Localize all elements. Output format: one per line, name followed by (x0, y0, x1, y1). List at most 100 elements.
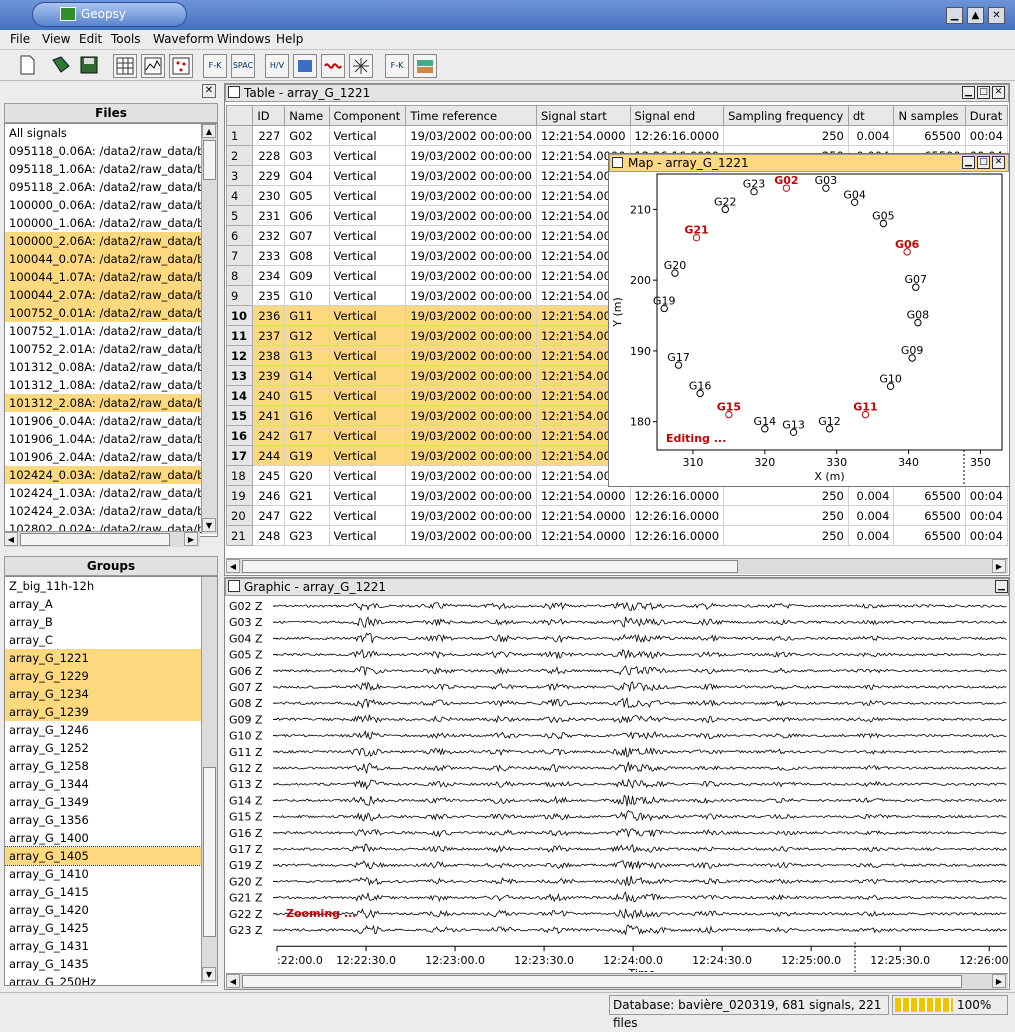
cell-name[interactable]: G12 (284, 325, 330, 346)
file-item[interactable]: 100000_2.06A: /data2/raw_data/b (5, 232, 217, 250)
cell-time-reference[interactable]: 19/03/2002 00:00:00 (405, 265, 537, 286)
cell-name[interactable]: G02 (284, 125, 330, 146)
cell-time-reference[interactable]: 19/03/2002 00:00:00 (405, 245, 537, 266)
cell-name[interactable]: G17 (284, 425, 330, 446)
cell-component[interactable]: Vertical (328, 125, 407, 146)
menu-tools[interactable]: Tools (111, 32, 141, 46)
file-item[interactable]: All signals (9, 126, 67, 140)
cell-name[interactable]: G11 (284, 305, 330, 326)
station-marker[interactable] (850, 198, 859, 207)
menu-file[interactable]: File (10, 32, 31, 46)
fk-result-icon[interactable]: F-K (385, 54, 409, 78)
map-minimize-button[interactable]: ▁ (962, 156, 975, 169)
row-number[interactable]: 2 (226, 145, 254, 166)
table-icon[interactable] (113, 54, 137, 78)
row-number[interactable]: 18 (226, 465, 254, 486)
cell-duration[interactable]: 00:04 (964, 485, 1008, 506)
col-header-signal-end[interactable]: Signal end (629, 105, 725, 126)
cell-time-reference[interactable]: 19/03/2002 00:00:00 (405, 305, 537, 326)
cell-id[interactable]: 248 (252, 525, 286, 546)
table-hscrollbar[interactable]: ◀ ▶ (226, 558, 1008, 574)
cell-component[interactable]: Vertical (328, 265, 407, 286)
cell-name[interactable]: G16 (284, 405, 330, 426)
file-item[interactable]: 101312_2.08A: /data2/raw_data/b (5, 394, 217, 412)
cell-signal-start[interactable]: 12:21:54.0000 (535, 445, 631, 466)
cell-time-reference[interactable]: 19/03/2002 00:00:00 (405, 145, 537, 166)
station-marker[interactable] (879, 219, 888, 228)
cell-time-reference[interactable]: 19/03/2002 00:00:00 (405, 505, 537, 526)
cell-component[interactable]: Vertical (328, 325, 407, 346)
group-item[interactable]: array_G_1405 (5, 846, 217, 866)
cell-signal-start[interactable]: 12:21:54.0000 (535, 205, 631, 226)
cell-name[interactable]: G20 (284, 465, 330, 486)
table-row[interactable]: 1 227 G02 Vertical 19/03/2002 00:00:00 12:21:… (226, 125, 1008, 146)
hv-icon[interactable]: H/V (265, 54, 289, 78)
table-minimize-button[interactable]: ▁ (962, 86, 975, 99)
group-item[interactable]: array_B (9, 615, 53, 629)
minimize-button[interactable]: ▁ (946, 7, 963, 24)
cell-time-reference[interactable]: 19/03/2002 00:00:00 (405, 465, 537, 486)
row-number[interactable]: 4 (226, 185, 254, 206)
cell-time-reference[interactable]: 19/03/2002 00:00:00 (405, 125, 537, 146)
file-item[interactable]: 101906_1.04A: /data2/raw_data/b (9, 432, 205, 446)
files-hscrollbar[interactable]: ◀ ▶ (4, 531, 200, 547)
cell-signal-start[interactable]: 12:21:54.0000 (535, 325, 631, 346)
station-marker[interactable] (908, 354, 916, 362)
cell-time-reference[interactable]: 19/03/2002 00:00:00 (405, 225, 537, 246)
cell-name[interactable]: G13 (284, 345, 330, 366)
cell-n-samples[interactable]: 65500 (893, 485, 966, 506)
cell-signal-end[interactable]: 12:26:16.0000 (629, 525, 725, 546)
row-number[interactable]: 10 (226, 305, 254, 326)
cell-signal-start[interactable]: 12:21:54.0000 (535, 185, 631, 206)
group-item[interactable]: array_G_1229 (5, 667, 217, 685)
col-header-signal-start[interactable]: Signal start (535, 105, 631, 126)
station-marker[interactable] (903, 248, 911, 256)
row-number[interactable]: 9 (226, 285, 254, 306)
cell-dt[interactable]: 0.004 (847, 505, 895, 526)
cell-id[interactable]: 227 (252, 125, 286, 146)
row-number[interactable]: 1 (226, 125, 254, 146)
station-marker[interactable] (886, 382, 895, 391)
table-hscroll-thumb[interactable] (242, 560, 738, 573)
cell-component[interactable]: Vertical (328, 485, 407, 506)
cell-id[interactable]: 242 (252, 425, 286, 446)
row-number[interactable]: 3 (226, 165, 254, 186)
station-marker[interactable] (912, 283, 920, 291)
cell-component[interactable]: Vertical (328, 165, 407, 186)
cell-name[interactable]: G14 (284, 365, 330, 386)
structure-icon[interactable] (349, 54, 373, 78)
group-item[interactable]: array_G_1246 (9, 723, 89, 737)
cell-component[interactable]: Vertical (328, 225, 407, 246)
cell-id[interactable]: 245 (252, 465, 286, 486)
cell-time-reference[interactable]: 19/03/2002 00:00:00 (405, 345, 537, 366)
row-number[interactable]: 14 (226, 385, 254, 406)
cell-signal-start[interactable]: 12:21:54.0000 (535, 265, 631, 286)
row-number[interactable]: 11 (226, 325, 254, 346)
cell-name[interactable]: G19 (284, 445, 330, 466)
station-marker[interactable] (782, 184, 791, 192)
group-item[interactable]: array_G_1258 (9, 759, 89, 773)
table-row[interactable]: 19 246 G21 Vertical 19/03/2002 00:00:00 12:21… (226, 485, 1008, 506)
file-item[interactable]: 095118_1.06A: /data2/raw_data/b (9, 162, 205, 176)
file-item[interactable]: 102424_1.03A: /data2/raw_data/b (9, 486, 205, 500)
cell-time-reference[interactable]: 19/03/2002 00:00:00 (405, 165, 537, 186)
cell-id[interactable]: 229 (252, 165, 286, 186)
table-row[interactable]: 20 247 G22 Vertical 19/03/2002 00:00:00 12:21… (226, 505, 1008, 526)
cell-signal-end[interactable]: 12:26:16.0000 (629, 125, 725, 146)
cell-id[interactable]: 233 (252, 245, 286, 266)
cell-name[interactable]: G15 (284, 385, 330, 406)
cell-id[interactable]: 235 (252, 285, 286, 306)
cell-id[interactable]: 238 (252, 345, 286, 366)
cell-sampling-frequency[interactable]: 250 (723, 505, 849, 526)
cell-component[interactable]: Vertical (328, 505, 407, 526)
cell-id[interactable]: 231 (252, 205, 286, 226)
cell-duration[interactable]: 00:04 (964, 525, 1008, 546)
group-item[interactable]: array_G_1420 (9, 903, 89, 917)
cell-signal-start[interactable]: 12:21:54.0000 (535, 285, 631, 306)
file-item[interactable]: 101906_0.04A: /data2/raw_data/b (9, 414, 205, 428)
station-marker[interactable] (696, 389, 704, 398)
map-maximize-button[interactable]: □ (977, 156, 990, 169)
cell-id[interactable]: 228 (252, 145, 286, 166)
cell-name[interactable]: G08 (284, 245, 330, 266)
cell-component[interactable]: Vertical (328, 185, 407, 206)
